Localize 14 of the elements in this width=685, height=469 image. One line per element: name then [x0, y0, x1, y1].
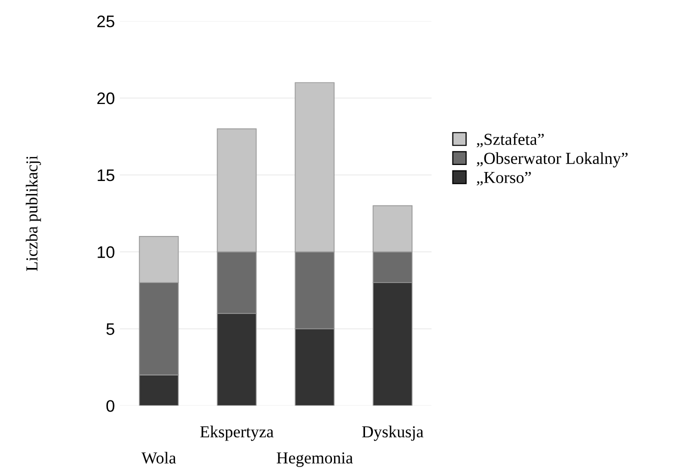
- y-tick-label: 5: [106, 323, 114, 335]
- x-tick-label: Dyskusja: [362, 426, 424, 441]
- y-axis-title: Liczba publikacji: [26, 156, 41, 271]
- y-tick-label: 25: [97, 16, 114, 28]
- legend-label: „Obserwator Lokalny”: [476, 152, 628, 168]
- x-tick-label: Ekspertyza: [200, 426, 274, 441]
- y-tick-label: 0: [106, 400, 114, 412]
- x-tick-label: Wola: [141, 452, 176, 464]
- y-tick-label: 15: [98, 170, 114, 182]
- y-tick-label: 20: [97, 92, 114, 104]
- x-tick-label: Hegemonia: [276, 452, 353, 467]
- legend-label: „Korso”: [476, 172, 531, 186]
- y-tick-label: 10: [98, 246, 114, 258]
- legend-label: „Sztafeta”: [476, 133, 544, 148]
